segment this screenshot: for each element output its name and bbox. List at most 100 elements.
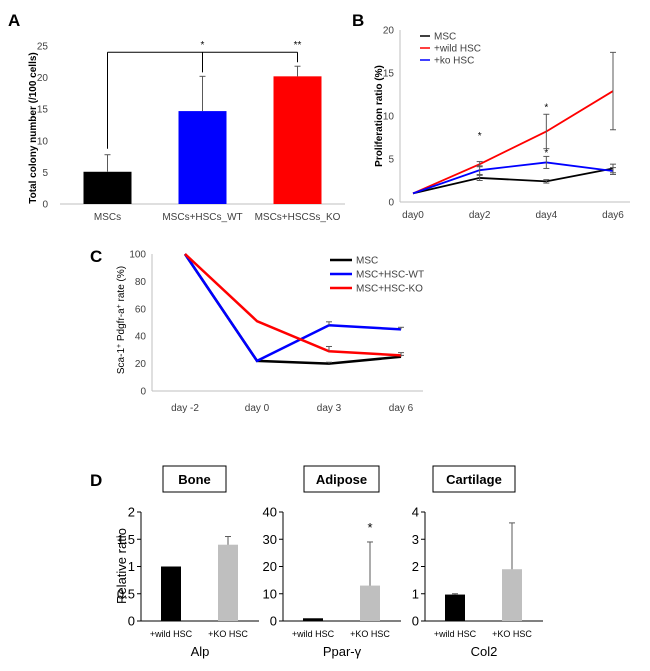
panel-d-bar <box>303 618 323 621</box>
panel-d-significance-star: * <box>367 520 372 535</box>
panel-a-ytick-label: 15 <box>37 105 49 116</box>
panel-d-xtick-label: +wild HSC <box>150 629 193 639</box>
panel-d-ytick-label: 1.5 <box>117 532 135 547</box>
panel-c-xtick-label: day 0 <box>245 403 270 414</box>
panel-c-ylabel-sup2: + <box>116 304 123 308</box>
panel-c-sca1-chart: Sca-1+ Pdgfr-a+ rate (%) 020406080100day… <box>116 250 425 415</box>
panel-c-ytick-label: 20 <box>135 359 147 370</box>
panel-a-ytick-label: 20 <box>37 73 49 84</box>
panel-d-ytick-label: 1 <box>412 586 419 601</box>
panel-c-ytick-label: 80 <box>135 277 147 288</box>
panel-d-ytick-label: 30 <box>263 532 277 547</box>
panel-d-xtick-label: +wild HSC <box>292 629 335 639</box>
panel-d-gene-label: Ppar-γ <box>323 644 362 659</box>
panel-letter-d: D <box>90 471 102 490</box>
panel-a-ytick-label: 10 <box>37 136 49 147</box>
panel-d-ytick-label: 10 <box>263 586 277 601</box>
panel-b-xtick-label: day2 <box>469 210 491 221</box>
panel-a-xtick-label: MSCs <box>94 212 121 223</box>
panel-b-ylabel: Proliferation ratio (%) <box>374 65 385 167</box>
panel-b-legend-label: +ko HSC <box>434 56 474 67</box>
panel-d-bar <box>218 544 238 621</box>
panel-c-ylabel-sup1: + <box>116 344 123 348</box>
panel-c-legend-label: MSC+HSC-KO <box>356 284 423 295</box>
panel-letter-a: A <box>8 11 20 30</box>
panel-a-bar <box>178 111 227 204</box>
panel-c-xtick-label: day 6 <box>389 403 414 414</box>
panel-letter-b: B <box>352 11 364 30</box>
panel-a-ytick-label: 25 <box>37 42 49 53</box>
panel-c-ytick-label: 40 <box>135 332 147 343</box>
panel-d-title-box <box>432 465 516 493</box>
panel-b-legend-label: +wild HSC <box>434 44 481 55</box>
panel-a-significance-star: ** <box>294 40 302 51</box>
panel-d-ytick-label: 0 <box>270 614 277 629</box>
panel-c-ylabel-part1: Sca-1 <box>116 348 127 375</box>
panel-d-xtick-label: +KO HSC <box>492 629 532 639</box>
panel-d-ytick-label: 0 <box>412 614 419 629</box>
panel-c-ylabel: Sca-1+ Pdgfr-a+ rate (%) <box>116 266 128 374</box>
panel-a-ytick-label: 5 <box>42 168 48 179</box>
panel-a-ytick-label: 0 <box>42 200 48 211</box>
panel-b-significance-star: * <box>478 131 482 142</box>
panel-letter-c: C <box>90 247 102 266</box>
panel-b-ytick-label: 0 <box>388 198 394 209</box>
panel-b-xtick-label: day6 <box>602 210 624 221</box>
panel-d-differentiation-charts: Relative ratio Bone 0 0.5 1 1.5 2 +wild HSC +KO… <box>114 465 543 659</box>
panel-c-series-line <box>183 253 402 363</box>
panel-d-ytick-label: 0 <box>128 614 135 629</box>
panel-c-xtick-label: day -2 <box>171 403 199 414</box>
panel-c-xtick-label: day 3 <box>317 403 342 414</box>
panel-b-ytick-label: 10 <box>383 112 395 123</box>
panel-b-ytick-label: 5 <box>388 155 394 166</box>
panel-d-ytick-label: 1 <box>128 559 135 574</box>
panel-a-colony-chart: Total colony number (/100 cells) 0 5 10 15 2… <box>28 40 345 223</box>
panel-d-ytick-label: 4 <box>412 505 419 520</box>
panel-d-xtick-label: +wild HSC <box>434 629 477 639</box>
panel-a-ylabel: Total colony number (/100 cells) <box>28 52 39 204</box>
panel-c-ytick-label: 100 <box>129 250 146 261</box>
panel-b-xtick-label: day0 <box>402 210 424 221</box>
panel-b-proliferation-chart: Proliferation ratio (%) 0 5 10 15 20 day0 day2… <box>374 26 630 221</box>
panel-b-ytick-label: 20 <box>383 26 395 37</box>
panel-c-ytick-label: 60 <box>135 304 147 315</box>
panel-b-xtick-label: day4 <box>535 210 557 221</box>
panel-d-ytick-label: 20 <box>263 559 277 574</box>
panel-d-bar <box>502 569 522 621</box>
panel-d-ytick-label: 3 <box>412 532 419 547</box>
panel-a-significance-star: * <box>201 40 205 51</box>
panel-c-ylabel-part2: Pdgfr-a <box>116 308 127 344</box>
panel-b-legend-label: MSC <box>434 32 456 43</box>
panel-c-series-line <box>184 253 402 357</box>
panel-b-series-line <box>412 167 614 195</box>
panel-d-bar <box>445 594 465 621</box>
panel-a-xtick-label: MSCs+HSCSs_KO <box>255 212 341 223</box>
panel-a-bar <box>273 76 322 204</box>
panel-b-ytick-label: 15 <box>383 69 395 80</box>
panel-d-ytick-label: 2 <box>128 505 135 520</box>
panel-d-gene-label: Alp <box>191 644 210 659</box>
panel-c-legend-label: MSC <box>356 256 378 267</box>
panel-d-xtick-label: +KO HSC <box>208 629 248 639</box>
panel-d-title: Cartilage <box>446 472 502 487</box>
panel-d-title-box <box>303 465 380 493</box>
panel-b-series-line <box>412 161 614 195</box>
panel-b-significance-star: * <box>544 148 548 159</box>
panel-b-significance-star: * <box>544 102 548 113</box>
panel-b-series-line <box>412 90 614 195</box>
panel-a-xtick-label: MSCs+HSCs_WT <box>162 212 242 223</box>
panel-c-ylabel-part3: rate (%) <box>116 266 127 304</box>
panel-d-ylabel: Relative ratio <box>114 528 129 604</box>
panel-a-bar <box>83 171 132 204</box>
panel-d-title: Adipose <box>316 472 367 487</box>
panel-c-ytick-label: 0 <box>140 387 146 398</box>
panel-d-gene-label: Col2 <box>471 644 498 659</box>
panel-d-title: Bone <box>178 472 211 487</box>
panel-d-ytick-label: 40 <box>263 505 277 520</box>
panel-d-xtick-label: +KO HSC <box>350 629 390 639</box>
panel-d-bar <box>161 566 181 621</box>
panel-d-bar <box>360 585 380 621</box>
panel-d-ytick-label: 2 <box>412 559 419 574</box>
panel-d-ytick-label: 0.5 <box>117 586 135 601</box>
